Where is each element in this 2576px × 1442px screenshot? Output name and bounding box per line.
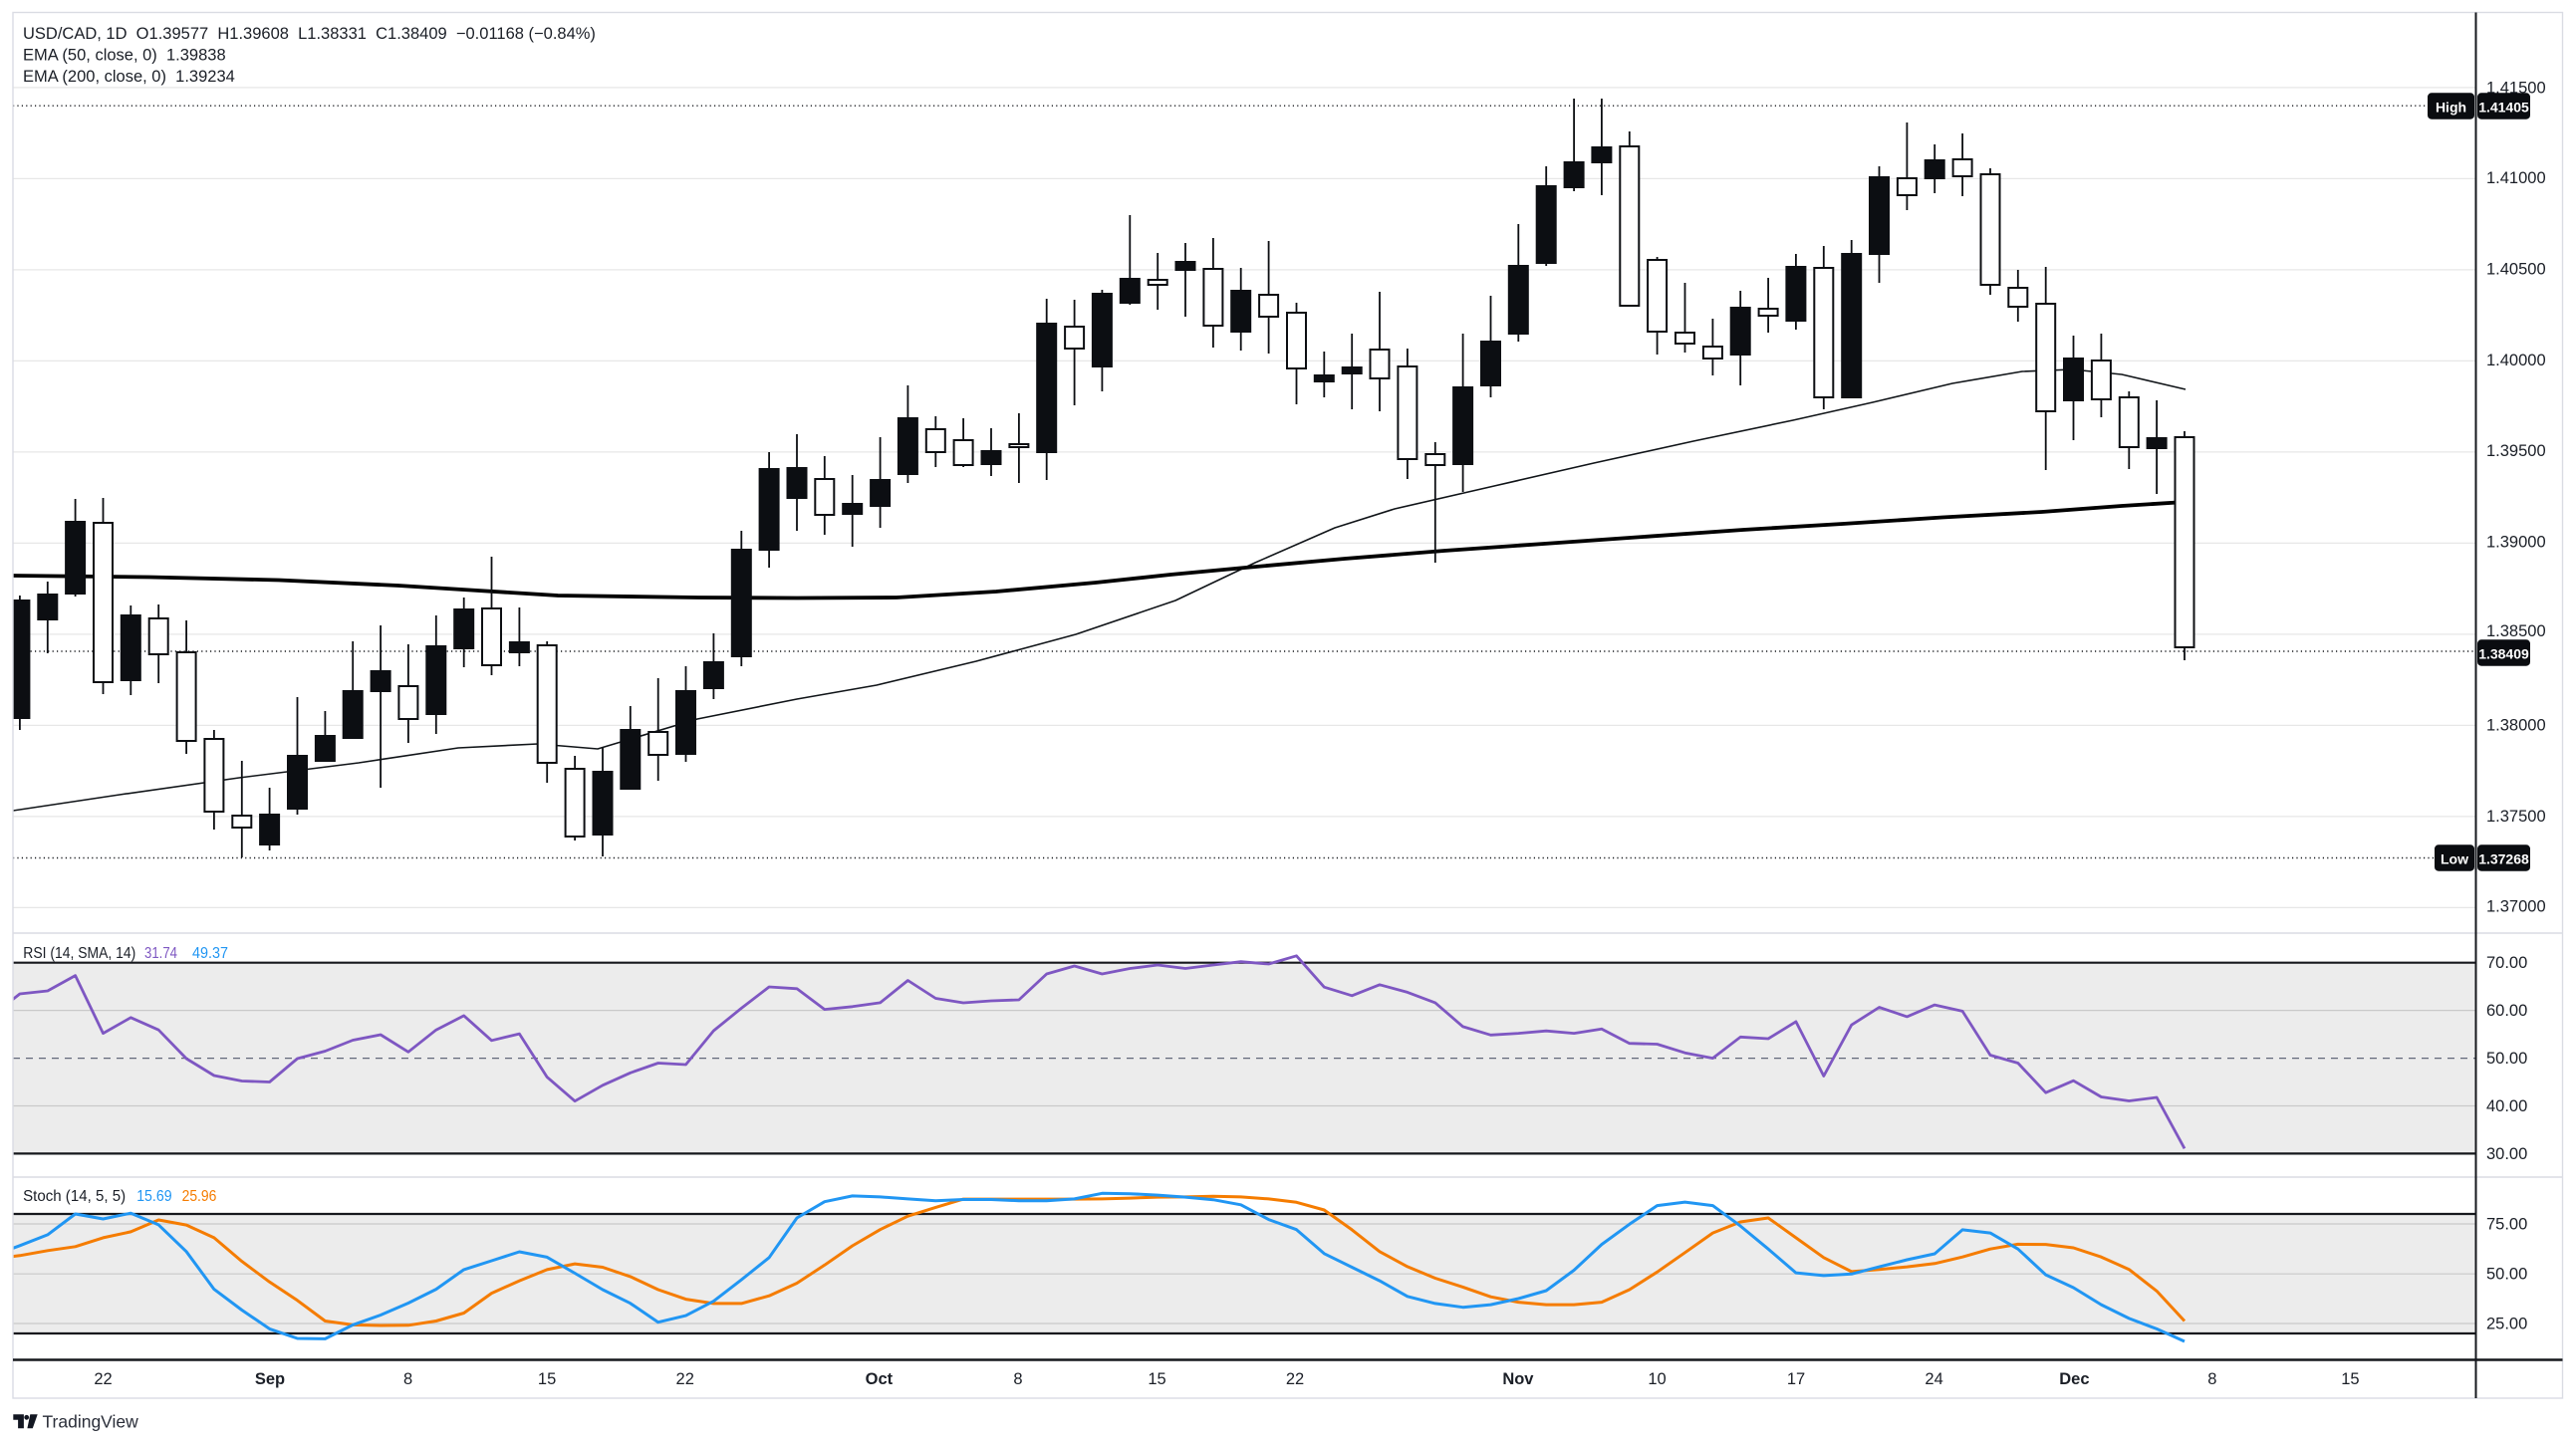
svg-text:15: 15 — [538, 1370, 556, 1388]
svg-text:40.00: 40.00 — [2486, 1097, 2527, 1115]
svg-text:15.69: 15.69 — [136, 1188, 171, 1205]
svg-text:1.41000: 1.41000 — [2486, 169, 2546, 187]
svg-text:1.39000: 1.39000 — [2486, 534, 2546, 552]
svg-text:50.00: 50.00 — [2486, 1266, 2527, 1284]
svg-text:1.37500: 1.37500 — [2486, 808, 2546, 826]
svg-text:60.00: 60.00 — [2486, 1002, 2527, 1020]
svg-text:15: 15 — [1148, 1370, 1165, 1388]
svg-text:22: 22 — [676, 1370, 694, 1388]
svg-text:Stoch (14, 5, 5): Stoch (14, 5, 5) — [23, 1188, 126, 1205]
svg-text:31.74: 31.74 — [144, 945, 177, 962]
svg-text:Oct: Oct — [866, 1370, 894, 1388]
svg-text:High: High — [2436, 100, 2466, 116]
svg-text:25.00: 25.00 — [2486, 1316, 2527, 1333]
svg-text:8: 8 — [403, 1370, 412, 1388]
svg-text:EMA (50, close, 0) 1.39838: EMA (50, close, 0) 1.39838 — [23, 47, 226, 65]
svg-text:1.40000: 1.40000 — [2486, 352, 2546, 369]
svg-text:24: 24 — [1925, 1370, 1942, 1388]
svg-text:8: 8 — [1013, 1370, 1022, 1388]
svg-text:1.38500: 1.38500 — [2486, 622, 2546, 640]
svg-text:1.39500: 1.39500 — [2486, 442, 2546, 460]
svg-text:25.96: 25.96 — [182, 1188, 217, 1205]
svg-text:1.38409: 1.38409 — [2478, 646, 2529, 662]
svg-text:EMA (200, close, 0) 1.39234: EMA (200, close, 0) 1.39234 — [23, 68, 235, 86]
svg-text:22: 22 — [1286, 1370, 1304, 1388]
svg-text:75.00: 75.00 — [2486, 1216, 2527, 1234]
svg-text:22: 22 — [94, 1370, 112, 1388]
svg-text:Sep: Sep — [255, 1370, 285, 1388]
svg-text:1.41405: 1.41405 — [2478, 100, 2529, 116]
svg-text:1.38000: 1.38000 — [2486, 717, 2546, 735]
svg-text:17: 17 — [1787, 1370, 1805, 1388]
svg-text:Nov: Nov — [1502, 1370, 1534, 1388]
svg-text:Low: Low — [2441, 851, 2468, 867]
svg-text:Dec: Dec — [2059, 1370, 2089, 1388]
svg-text:49.37: 49.37 — [192, 945, 228, 962]
svg-text:15: 15 — [2341, 1370, 2359, 1388]
svg-text:1.41500: 1.41500 — [2486, 79, 2546, 97]
svg-text:8: 8 — [2207, 1370, 2216, 1388]
svg-text:1.37268: 1.37268 — [2478, 851, 2529, 867]
svg-text:1.37000: 1.37000 — [2486, 898, 2546, 916]
svg-text:10: 10 — [1648, 1370, 1666, 1388]
svg-text:TradingView: TradingView — [43, 1412, 139, 1432]
svg-text:30.00: 30.00 — [2486, 1145, 2527, 1163]
svg-text:RSI (14, SMA, 14): RSI (14, SMA, 14) — [23, 945, 135, 962]
svg-text:USD/CAD, 1D O1.39577 H1.3960: USD/CAD, 1D O1.39577 H1.39608 L1.38331 C… — [23, 25, 596, 43]
svg-text:70.00: 70.00 — [2486, 954, 2527, 972]
svg-text:50.00: 50.00 — [2486, 1050, 2527, 1068]
svg-text:1.40500: 1.40500 — [2486, 261, 2546, 279]
